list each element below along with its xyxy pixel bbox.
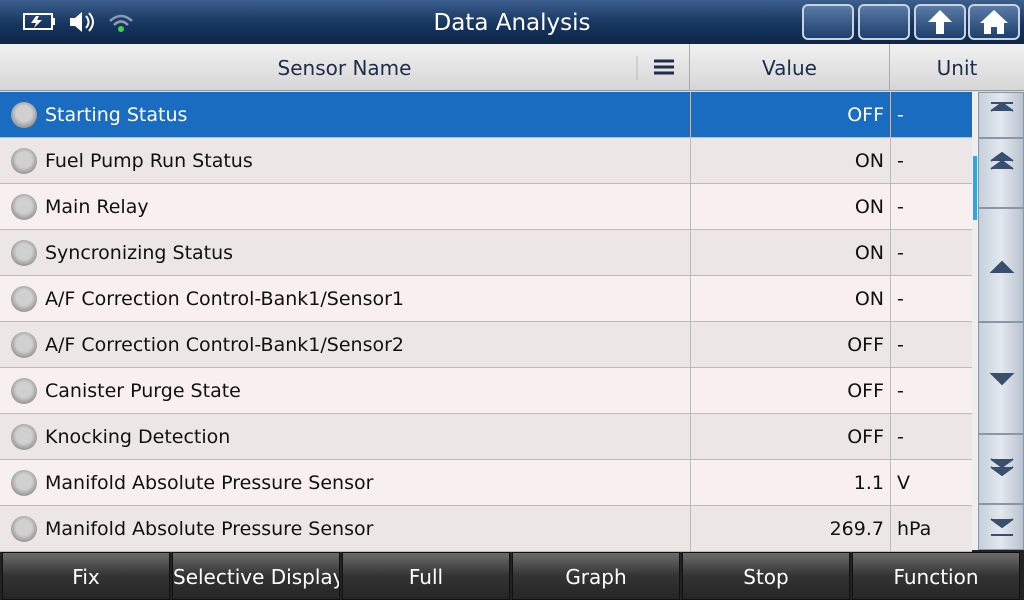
row-indicator	[11, 240, 37, 266]
sensor-name: Knocking Detection	[45, 426, 231, 448]
scroll-button[interactable]	[978, 504, 1024, 550]
column-header[interactable]: Value	[690, 44, 890, 91]
table-row[interactable]: Canister Purge State OFF -	[0, 368, 972, 414]
row-indicator	[11, 102, 37, 128]
back-button[interactable]	[914, 4, 966, 40]
sensor-value: 1.1	[690, 460, 890, 506]
sensor-unit: V	[890, 460, 972, 506]
sensor-unit: hPa	[890, 506, 972, 552]
arrow-icon	[989, 260, 1015, 273]
table-row[interactable]: Main Relay ON -	[0, 184, 972, 230]
sensor-value: ON	[690, 184, 890, 230]
row-indicator	[11, 194, 37, 220]
table-row[interactable]: A/F Correction Control-Bank1/Sensor1 ON -	[0, 276, 972, 322]
sensor-value: OFF	[690, 368, 890, 414]
arrow-icon	[989, 373, 1015, 386]
row-indicator	[11, 332, 37, 358]
function-button[interactable]: Selective Display	[172, 552, 340, 600]
sensor-value: ON	[690, 276, 890, 322]
scroll-button[interactable]	[978, 434, 1024, 504]
sensor-unit: -	[890, 138, 972, 184]
row-indicator	[11, 424, 37, 450]
sensor-unit: -	[890, 322, 972, 368]
table-row[interactable]: Manifold Absolute Pressure Sensor 269.7 hP…	[0, 506, 972, 552]
print-button[interactable]	[858, 4, 910, 40]
row-indicator	[11, 148, 37, 174]
sensor-value: ON	[690, 138, 890, 184]
arrow-icon	[990, 151, 1014, 170]
table-row[interactable]: Syncronizing Status ON -	[0, 230, 972, 276]
scroll-button[interactable]	[978, 322, 1024, 434]
arrow-icon	[990, 518, 1014, 536]
scroll-thumb[interactable]	[973, 156, 977, 220]
scroll-button[interactable]	[978, 92, 1024, 138]
row-indicator	[11, 378, 37, 404]
table-row[interactable]: Knocking Detection OFF -	[0, 414, 972, 460]
menu-icon[interactable]	[636, 54, 676, 82]
function-button[interactable]: Graph	[512, 552, 680, 600]
row-indicator	[11, 516, 37, 542]
sensor-name: Syncronizing Status	[45, 242, 234, 264]
function-button[interactable]: Function	[852, 552, 1020, 600]
sensor-name: Canister Purge State	[45, 380, 241, 402]
status-icons	[23, 12, 133, 32]
row-indicator	[11, 470, 37, 496]
sensor-value: 269.7	[690, 506, 890, 552]
vehicle-info-button[interactable]	[802, 4, 854, 40]
sensor-value: OFF	[690, 414, 890, 460]
sensor-name: A/F Correction Control-Bank1/Sensor2	[45, 334, 404, 356]
function-button[interactable]: Fix	[2, 552, 170, 600]
sensor-name: Manifold Absolute Pressure Sensor	[45, 472, 374, 494]
column-header[interactable]: Sensor Name	[0, 44, 690, 91]
column-header[interactable]: Unit	[936, 56, 978, 80]
sensor-name: Manifold Absolute Pressure Sensor	[45, 518, 374, 540]
top-bar: Data Analysis	[0, 0, 1024, 44]
scroll-button[interactable]	[978, 138, 1024, 208]
function-button[interactable]: Full	[342, 552, 510, 600]
home-button[interactable]	[968, 4, 1020, 40]
table-header: Sensor Name Value Unit	[0, 44, 1024, 91]
arrow-icon	[990, 458, 1014, 477]
scroll-track	[972, 92, 978, 550]
sensor-name: Starting Status	[45, 104, 188, 126]
sensor-unit: -	[890, 414, 972, 460]
home-icon	[980, 10, 1008, 34]
up-icon	[928, 10, 952, 34]
sensor-unit: -	[890, 92, 972, 138]
function-button[interactable]: Stop	[682, 552, 850, 600]
sensor-name: Main Relay	[45, 196, 149, 218]
sensor-value: ON	[690, 230, 890, 276]
sensor-value: OFF	[690, 322, 890, 368]
table-row[interactable]: Starting Status OFF -	[0, 92, 972, 138]
table-row[interactable]: Fuel Pump Run Status ON -	[0, 138, 972, 184]
table-row[interactable]: A/F Correction Control-Bank1/Sensor2 OFF -	[0, 322, 972, 368]
sensor-unit: -	[890, 276, 972, 322]
arrow-icon	[990, 101, 1014, 112]
sensor-value: OFF	[690, 92, 890, 138]
table-row[interactable]: Manifold Absolute Pressure Sensor 1.1 V	[0, 460, 972, 506]
sensor-unit: -	[890, 230, 972, 276]
sensor-name: Fuel Pump Run Status	[45, 150, 253, 172]
title: Data Analysis	[433, 10, 591, 36]
scroll-button[interactable]	[978, 208, 1024, 322]
sensor-unit: -	[890, 184, 972, 230]
sensor-name: A/F Correction Control-Bank1/Sensor1	[45, 288, 404, 310]
row-indicator	[11, 286, 37, 312]
sensor-unit: -	[890, 368, 972, 414]
